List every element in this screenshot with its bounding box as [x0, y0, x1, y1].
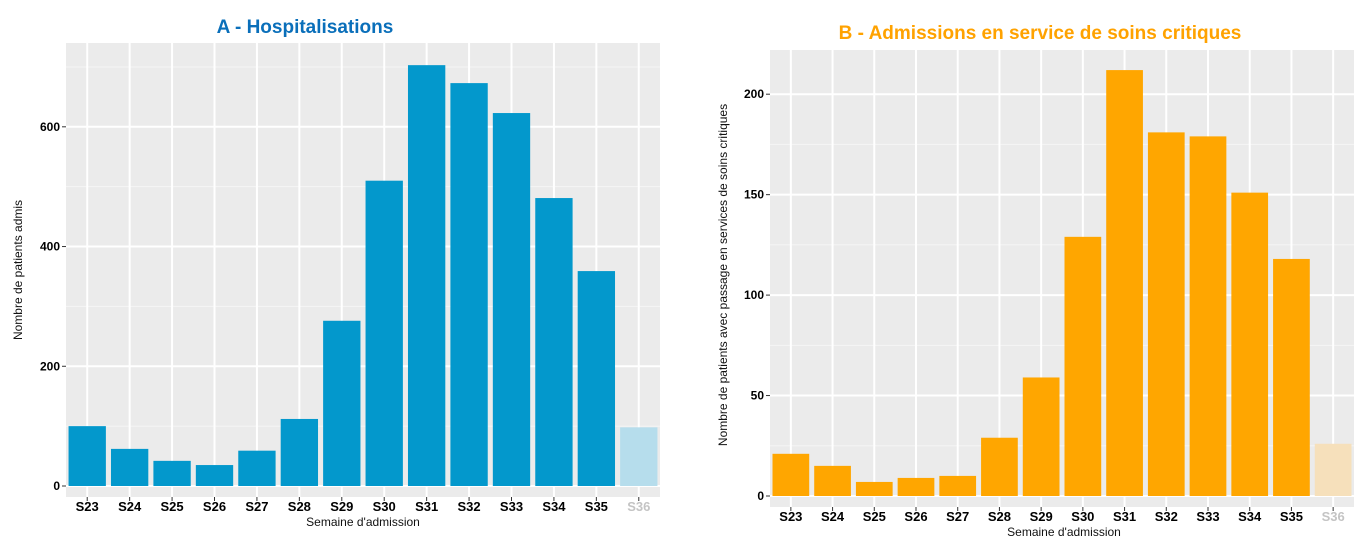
chart-b-x-axis-label: Semaine d'admission: [1007, 525, 1121, 538]
bar-s31: [1106, 70, 1143, 496]
bar-s27: [238, 450, 276, 486]
bar-s32: [1147, 132, 1185, 496]
chart-a-x-ticks: S23 S24 S25 S26 S27 S28 S29 S30 S31 S32 S33 S34 S35 S…: [76, 497, 650, 514]
bar-s29: [323, 320, 361, 486]
x-tick-label-s35: S35: [585, 499, 608, 514]
bar-s32: [450, 83, 488, 486]
bar-s28: [280, 418, 319, 486]
bar-s36: [1314, 443, 1352, 496]
x-tick-label-s28: S28: [288, 499, 311, 514]
x-tick-label-s30: S30: [1071, 509, 1094, 524]
chart-a-x-axis-label: Semaine d'admission: [306, 515, 420, 529]
x-tick-label-s36: S36: [627, 499, 650, 514]
x-tick-label-s30: S30: [373, 499, 396, 514]
x-tick-label-s24: S24: [118, 499, 142, 514]
y-tick-label: 150: [744, 188, 764, 202]
y-tick-label: 200: [40, 359, 60, 373]
x-tick-label-s24: S24: [821, 509, 845, 524]
bar-s34: [1231, 192, 1269, 496]
x-tick-label-s34: S34: [542, 499, 566, 514]
bar-s29: [1022, 377, 1060, 496]
x-tick-label-s31: S31: [1113, 509, 1136, 524]
chart-a-title: A - Hospitalisations: [217, 17, 394, 38]
chart-b-y-ticks: 0 50 100 150 200: [744, 87, 770, 503]
x-tick-label-s23: S23: [76, 499, 99, 514]
y-tick-label: 600: [40, 120, 60, 134]
x-tick-label-s25: S25: [161, 499, 184, 514]
bar-s26: [897, 477, 935, 496]
x-tick-label-s29: S29: [330, 499, 353, 514]
bar-s23: [68, 426, 106, 486]
bar-s30: [365, 180, 403, 486]
x-tick-label-s26: S26: [904, 509, 927, 524]
x-tick-label-s26: S26: [203, 499, 226, 514]
bar-s36: [620, 427, 658, 486]
bar-s33: [1189, 136, 1227, 496]
bar-s26: [195, 465, 234, 486]
x-tick-label-s31: S31: [415, 499, 438, 514]
bar-s31: [407, 65, 446, 487]
bar-s27: [939, 475, 977, 496]
chart-b-x-ticks: S23 S24 S25 S26 S27 S28 S29 S30 S31 S32 S33 S34 S35 S…: [779, 507, 1345, 524]
y-tick-label: 200: [744, 87, 764, 101]
x-tick-label-s29: S29: [1030, 509, 1053, 524]
bar-s25: [153, 460, 191, 486]
x-tick-label-s32: S32: [1155, 509, 1178, 524]
x-tick-label-s25: S25: [863, 509, 886, 524]
bar-s33: [492, 113, 531, 486]
bar-s23: [772, 453, 810, 496]
bar-s35: [577, 271, 616, 486]
chart-a-y-axis-label: Nombre de patients admis: [11, 200, 25, 340]
y-tick-label: 100: [744, 288, 764, 302]
chart-b-title: B - Admissions en service de soins criti…: [839, 23, 1242, 44]
bar-s24: [814, 465, 851, 496]
bar-s25: [855, 481, 893, 496]
y-tick-label: 50: [751, 389, 765, 403]
y-tick-label: 0: [757, 489, 764, 503]
chart-a-bars: [68, 65, 658, 487]
x-tick-label-s36: S36: [1322, 509, 1345, 524]
y-tick-label: 0: [53, 479, 60, 493]
bar-s24: [110, 448, 149, 486]
chart-b-y-axis-label: Nombre de patients avec passage en servi…: [716, 104, 730, 446]
bar-s35: [1273, 258, 1310, 496]
x-tick-label-s23: S23: [779, 509, 802, 524]
y-tick-label: 400: [40, 240, 60, 254]
x-tick-label-s33: S33: [1196, 509, 1219, 524]
x-tick-label-s35: S35: [1280, 509, 1303, 524]
bar-s34: [535, 198, 573, 487]
x-tick-label-s34: S34: [1238, 509, 1262, 524]
chart-b-soins-critiques: B - Admissions en service de soins criti…: [716, 23, 1354, 538]
bar-s28: [981, 437, 1018, 496]
bar-s30: [1064, 236, 1102, 497]
x-tick-label-s27: S27: [946, 509, 969, 524]
x-tick-label-s33: S33: [500, 499, 523, 514]
chart-b-bars: [772, 70, 1352, 497]
x-tick-label-s32: S32: [458, 499, 481, 514]
x-tick-label-s27: S27: [245, 499, 268, 514]
chart-a-y-ticks: 0 200 400 600: [40, 120, 66, 493]
x-tick-label-s28: S28: [988, 509, 1011, 524]
